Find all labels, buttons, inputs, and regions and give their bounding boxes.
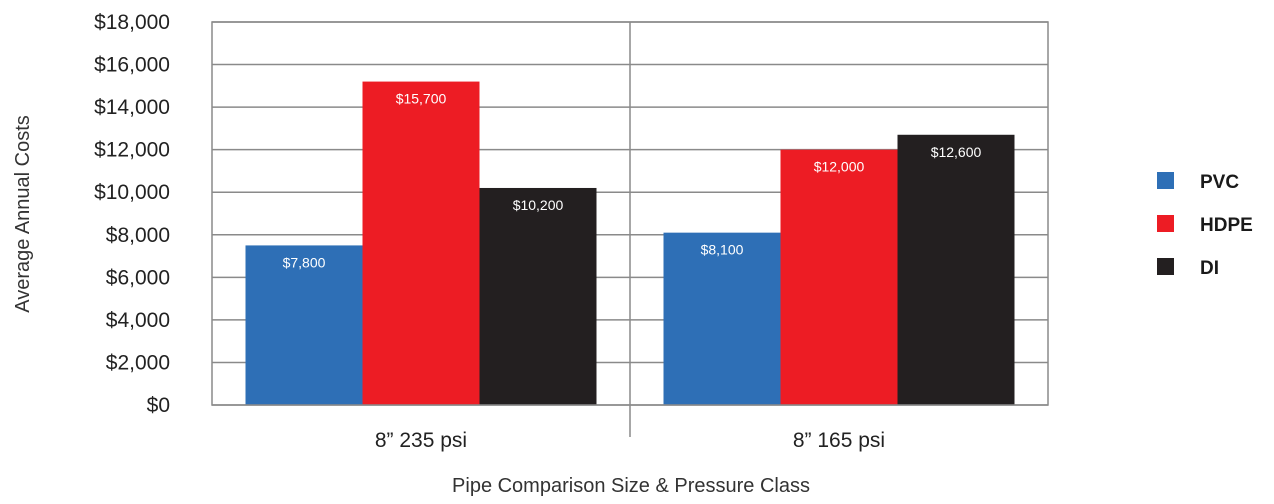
bars: $7,800 $15,700 $10,200 $8,100 $12,000 $12,600	[245, 81, 1015, 406]
y-tick-label: $12,000	[94, 139, 170, 162]
y-tick-label: $16,000	[94, 54, 170, 77]
legend-swatch	[1157, 258, 1174, 275]
x-tick-label: 8” 165 psi	[793, 429, 885, 452]
bar-di	[479, 187, 597, 405]
legend-swatch	[1157, 172, 1174, 189]
x-axis-title: Pipe Comparison Size & Pressure Class	[452, 475, 810, 497]
legend-swatch	[1157, 215, 1174, 232]
bar-data-label: $8,100	[701, 242, 744, 258]
x-tick-label: 8” 235 psi	[375, 429, 467, 452]
y-tick-label: $18,000	[94, 11, 170, 34]
bar-hdpe	[362, 81, 480, 406]
y-tick-label: $2,000	[106, 351, 170, 374]
legend-label: PVC	[1200, 172, 1239, 193]
bar-data-label: $15,700	[396, 91, 447, 107]
legend-label: DI	[1200, 258, 1219, 279]
bar-data-label: $10,200	[513, 197, 564, 213]
y-tick-label: $4,000	[106, 309, 170, 332]
axes	[211, 21, 1049, 437]
bar-di	[897, 134, 1015, 405]
bar-hdpe	[780, 149, 898, 405]
bar-data-label: $7,800	[283, 254, 326, 270]
bar-pvc	[663, 232, 781, 405]
y-tick-label: $10,000	[94, 181, 170, 204]
y-tick-label: $6,000	[106, 266, 170, 289]
bar-pvc	[245, 245, 363, 405]
tick-labels: $0 $2,000 $4,000 $6,000 $8,000 $10,000 $12,000…	[94, 11, 885, 452]
bar-data-label: $12,000	[814, 159, 865, 175]
legend: PVC HDPE DI	[1157, 172, 1253, 279]
plot-frame	[211, 21, 1049, 406]
bar-data-label: $12,600	[931, 144, 982, 160]
y-tick-label: $8,000	[106, 224, 170, 247]
legend-label: HDPE	[1200, 215, 1253, 236]
y-axis-title: Average Annual Costs	[12, 115, 34, 313]
y-tick-label: $14,000	[94, 96, 170, 119]
y-tick-label: $0	[147, 394, 170, 417]
